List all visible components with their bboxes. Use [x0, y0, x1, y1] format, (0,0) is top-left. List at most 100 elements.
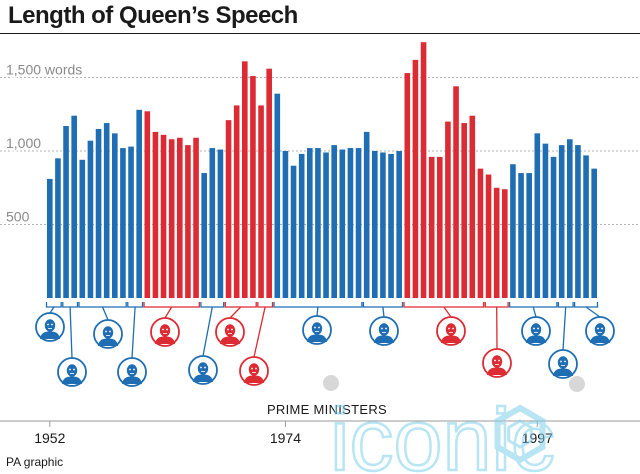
- title-rule: [0, 33, 640, 34]
- bar-60: [534, 133, 541, 298]
- pm-bracket: [573, 302, 599, 308]
- bar-40: [372, 151, 378, 298]
- bar-65: [575, 145, 581, 298]
- bar-41: [380, 152, 386, 298]
- pm-bracket: [362, 302, 404, 308]
- bar-35: [331, 145, 337, 298]
- bar-30: [290, 165, 297, 298]
- pm-connector: [202, 306, 213, 357]
- bar-55: [493, 187, 500, 298]
- pm-bracket: [127, 302, 144, 308]
- bar-43: [396, 151, 402, 298]
- bar-1: [55, 158, 61, 298]
- pm-connector: [101, 306, 109, 321]
- pm-connector: [164, 306, 173, 319]
- bar-50: [453, 86, 459, 298]
- may-portrait-icon: [548, 349, 578, 379]
- douglas-home-portrait-icon: [117, 357, 147, 387]
- bar-24: [242, 61, 248, 298]
- bar-15: [168, 139, 175, 298]
- bar-61: [542, 143, 549, 298]
- bar-8: [112, 133, 118, 298]
- bar-10: [128, 146, 134, 298]
- bar-46: [420, 42, 427, 298]
- bar-39: [363, 131, 370, 298]
- bar-18: [193, 137, 199, 298]
- bar-63: [558, 145, 565, 298]
- prime-ministers-label: PRIME MINISTERS: [267, 402, 387, 417]
- bar-59: [526, 173, 532, 298]
- major-portrait-icon: [369, 316, 399, 346]
- bar-14: [160, 134, 167, 298]
- credit-text: PA graphic: [6, 455, 64, 469]
- pm-connector: [253, 306, 266, 358]
- pm-bracket: [78, 302, 127, 308]
- pm-bracket: [484, 302, 509, 308]
- bar-17: [185, 145, 191, 298]
- bar-31: [298, 153, 305, 298]
- bar-67: [591, 168, 597, 298]
- pm-portraits: [35, 312, 615, 387]
- pm-bracket: [224, 302, 257, 308]
- y-tick-label: 1,500 words: [6, 62, 82, 78]
- churchill-portrait-icon: [35, 312, 65, 342]
- bar-28: [274, 93, 281, 298]
- watermark-wordmark: iconic: [330, 390, 555, 474]
- bar-26: [258, 105, 264, 299]
- pm-connector: [69, 306, 73, 359]
- bar-37: [347, 148, 354, 298]
- pm-connector: [562, 306, 567, 351]
- bar-23: [233, 105, 240, 299]
- pm-connector: [382, 306, 385, 318]
- pm-connector: [131, 306, 136, 359]
- bar-19: [201, 173, 207, 298]
- bar-42: [388, 153, 394, 298]
- macmillan-portrait-icon: [93, 319, 123, 349]
- bar-6: [95, 128, 102, 298]
- pm-bracket: [143, 302, 200, 308]
- y-tick-label: 1,000: [6, 135, 41, 151]
- pm-bracket: [273, 302, 363, 308]
- pm-bracket: [557, 302, 574, 308]
- pm-connector: [532, 306, 537, 318]
- thatcher-portrait-icon: [302, 315, 332, 345]
- pm-connector: [229, 306, 242, 319]
- pm-bracket: [403, 302, 485, 308]
- bar-7: [103, 123, 110, 298]
- bar-34: [323, 152, 329, 298]
- bar-13: [152, 131, 159, 298]
- bar-20: [209, 148, 216, 298]
- bar-53: [477, 168, 484, 298]
- bar-2: [63, 126, 69, 298]
- x-tick-label: 1974: [270, 430, 301, 446]
- bar-29: [282, 151, 289, 298]
- bar-11: [136, 109, 142, 298]
- bar-49: [445, 121, 451, 298]
- bar-36: [339, 149, 346, 298]
- y-axis-labels: 500 1,000 1,500 words: [5, 60, 84, 226]
- wilson-second-portrait-icon: [215, 317, 245, 347]
- bar-58: [518, 173, 524, 298]
- bar-32: [307, 148, 313, 298]
- pm-bracket: [257, 302, 274, 308]
- johnson-portrait-icon: [585, 316, 615, 346]
- bar-3: [71, 115, 77, 298]
- bar-52: [469, 115, 476, 298]
- bar-51: [461, 123, 467, 298]
- bar-64: [567, 139, 573, 298]
- watermark-dot-i: [323, 375, 339, 391]
- bar-33: [315, 148, 321, 298]
- bar-44: [404, 73, 411, 298]
- brown-portrait-icon: [482, 348, 512, 378]
- pm-connector: [585, 306, 601, 318]
- bar-4: [79, 159, 86, 298]
- bar-5: [87, 140, 94, 298]
- pm-brackets: [45, 302, 601, 359]
- pm-connector: [443, 306, 452, 318]
- pm-bracket: [45, 302, 62, 308]
- bar-12: [144, 111, 151, 298]
- pm-bracket: [508, 302, 558, 308]
- pm-bracket: [200, 302, 225, 308]
- bar-series: [47, 42, 597, 299]
- watermark-hexagon-icon: [494, 404, 546, 464]
